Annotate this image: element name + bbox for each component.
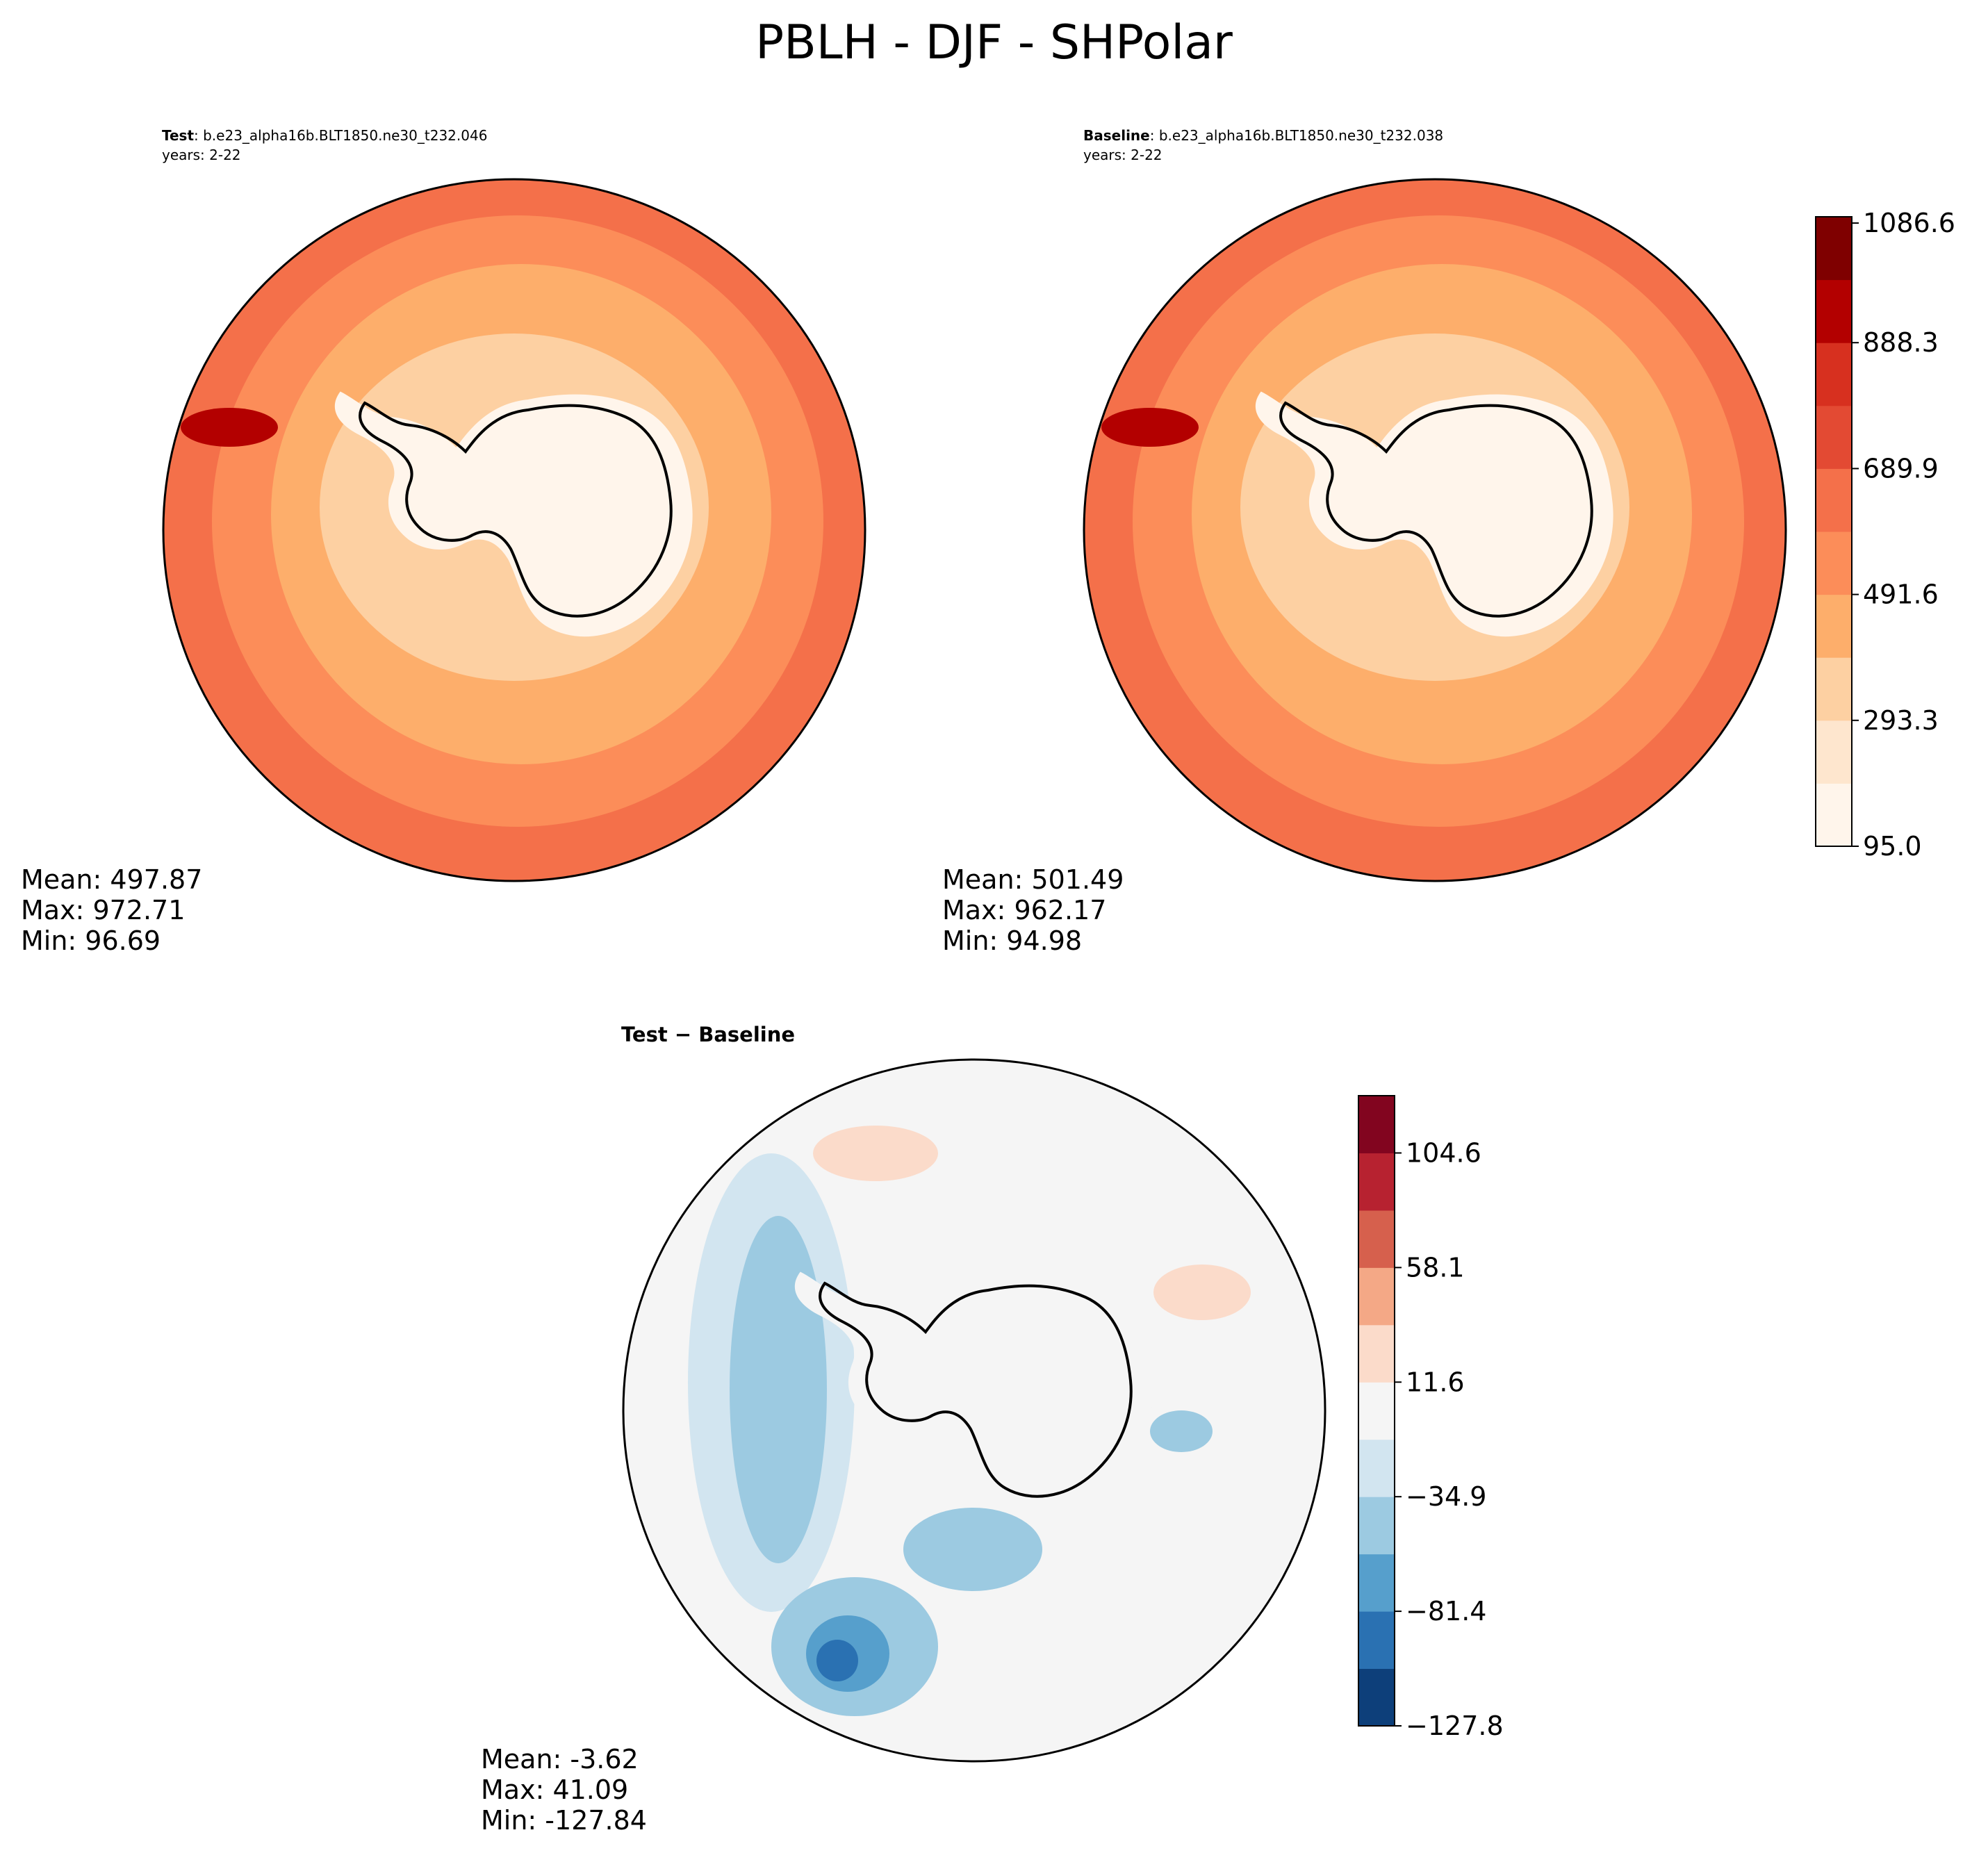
diff-panel-title: Test − Baseline [621, 1023, 796, 1046]
baseline-hot-spot [1101, 408, 1199, 447]
diff-colorbar-tick-label: 11.6 [1406, 1367, 1465, 1397]
diff-colorbar-segment [1358, 1153, 1395, 1211]
main-colorbar-tick-label: 491.6 [1863, 579, 1939, 610]
main-colorbar-segment [1816, 468, 1852, 532]
main-colorbar-segment [1816, 217, 1852, 281]
diff-south-negative [903, 1508, 1042, 1591]
diff-colorbar-segment [1358, 1324, 1395, 1383]
colorbar-main: 95.0 293.3 491.6 689.9 888.3 1086.6 [1815, 208, 1955, 862]
diff-stats: Mean: -3.62 Max: 41.09 Min: -127.84 [481, 1744, 647, 1836]
test-label-case: : b.e23_alpha16b.BLT1850.ne30_t232.046 [194, 127, 488, 144]
diff-colorbar-segment [1358, 1497, 1395, 1555]
diff-colorbar-tick-label: 58.1 [1406, 1252, 1465, 1283]
main-colorbar-segment [1816, 532, 1852, 595]
diff-colorbar-segment [1358, 1554, 1395, 1612]
test-mean: Mean: 497.87 [21, 864, 203, 895]
main-colorbar-tick-label: 888.3 [1863, 327, 1939, 358]
main-colorbar-segment [1816, 657, 1852, 721]
figure-title: PBLH - DJF - SHPolar [755, 15, 1233, 70]
baseline-stats: Mean: 501.49 Max: 962.17 Min: 94.98 [942, 864, 1124, 956]
baseline-min: Min: 94.98 [942, 925, 1083, 956]
main-colorbar-tick-label: 689.9 [1863, 453, 1939, 484]
diff-map [622, 1058, 1326, 1763]
diff-min: Min: -127.84 [481, 1805, 647, 1836]
main-colorbar-tick-label: 293.3 [1863, 705, 1939, 736]
diff-positive-north [813, 1126, 938, 1181]
diff-colorbar-segment [1358, 1611, 1395, 1670]
main-colorbar-segment [1816, 343, 1852, 406]
test-hot-spot [181, 408, 278, 447]
baseline-map-boundary [1083, 178, 1787, 882]
main-colorbar-segment [1816, 594, 1852, 658]
diff-mean: Mean: -3.62 [481, 1744, 639, 1774]
baseline-label-case: : b.e23_alpha16b.BLT1850.ne30_t232.038 [1149, 127, 1444, 144]
diff-colorbar-segment [1358, 1668, 1395, 1727]
diff-negative-core [730, 1216, 827, 1563]
diff-colorbar-segment [1358, 1382, 1395, 1440]
diff-positive-east [1153, 1265, 1251, 1320]
diff-colorbar-tick-label: −81.4 [1406, 1596, 1486, 1626]
diff-colorbar-segment [1358, 1210, 1395, 1268]
test-map [162, 178, 866, 882]
main-colorbar-tick-label: 1086.6 [1863, 208, 1955, 238]
main-colorbar-segment [1816, 783, 1852, 847]
diff-colorbar-tick-label: 104.6 [1406, 1137, 1481, 1168]
baseline-years: years: 2-22 [1083, 147, 1163, 163]
baseline-panel-label: Baseline: b.e23_alpha16b.BLT1850.ne30_t2… [1083, 127, 1443, 144]
main-colorbar-frame [1815, 216, 1853, 847]
diff-colorbar-segment [1358, 1096, 1395, 1153]
baseline-mean: Mean: 501.49 [942, 864, 1124, 895]
diff-max: Max: 41.09 [481, 1774, 629, 1805]
test-years: years: 2-22 [162, 147, 241, 163]
test-map-boundary [162, 178, 866, 882]
main-colorbar-tick-label: 95.0 [1863, 831, 1922, 862]
test-label-bold: Test [162, 127, 195, 144]
baseline-label-bold: Baseline [1083, 127, 1150, 144]
diff-colorbar-segment [1358, 1267, 1395, 1326]
test-panel-label: Test: b.e23_alpha16b.BLT1850.ne30_t232.0… [162, 127, 487, 144]
diff-colorbar-tick-label: −34.9 [1406, 1481, 1486, 1512]
main-colorbar-segment [1816, 405, 1852, 469]
diff-colorbar-frame [1358, 1095, 1395, 1727]
main-colorbar-segment [1816, 720, 1852, 784]
test-stats: Mean: 497.87 Max: 972.71 Min: 96.69 [21, 864, 202, 956]
baseline-max: Max: 962.17 [942, 895, 1107, 925]
diff-colorbar-segment [1358, 1439, 1395, 1497]
test-min: Min: 96.69 [21, 925, 161, 956]
main-colorbar-segment [1816, 279, 1852, 343]
diff-map-boundary [622, 1058, 1326, 1763]
colorbar-diff: −127.8 −81.4 −34.9 11.6 58.1 104.6 [1358, 1095, 1504, 1741]
diff-colorbar-tick-label: −127.8 [1406, 1711, 1504, 1741]
diff-negative-east [1150, 1410, 1213, 1452]
diff-southwest-min [816, 1640, 858, 1681]
test-max: Max: 972.71 [21, 895, 186, 925]
baseline-map [1083, 178, 1787, 882]
